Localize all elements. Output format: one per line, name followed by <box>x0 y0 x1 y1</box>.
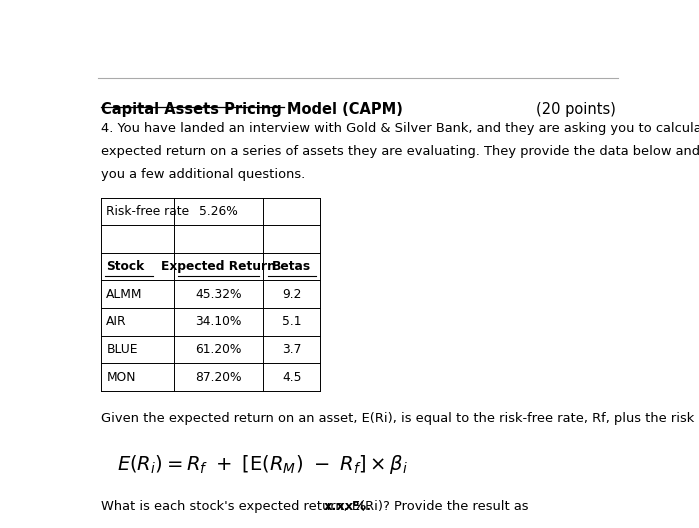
Text: Stock: Stock <box>106 260 145 273</box>
Text: AIR: AIR <box>106 315 127 328</box>
Text: MON: MON <box>106 371 136 384</box>
Text: expected return on a series of assets they are evaluating. They provide the data: expected return on a series of assets th… <box>101 145 699 158</box>
Text: x.xx%.: x.xx%. <box>324 499 373 513</box>
Text: 9.2: 9.2 <box>282 288 301 301</box>
Text: 5.26%: 5.26% <box>199 205 238 218</box>
Text: 3.7: 3.7 <box>282 343 301 356</box>
Text: 4.5: 4.5 <box>282 371 302 384</box>
Text: Betas: Betas <box>273 260 312 273</box>
Text: BLUE: BLUE <box>106 343 138 356</box>
Text: (20 points): (20 points) <box>535 102 616 117</box>
Text: 45.32%: 45.32% <box>196 288 242 301</box>
Text: Capital Assets Pricing Model (CAPM): Capital Assets Pricing Model (CAPM) <box>101 102 403 117</box>
Text: Expected Return: Expected Return <box>161 260 276 273</box>
Text: Risk-free rate: Risk-free rate <box>106 205 189 218</box>
Text: Given the expected return on an asset, E(Ri), is equal to the risk-free rate, Rf: Given the expected return on an asset, E… <box>101 412 699 425</box>
Text: 4. You have landed an interview with Gold & Silver Bank, and they are asking you: 4. You have landed an interview with Gol… <box>101 122 699 135</box>
Text: 34.10%: 34.10% <box>196 315 242 328</box>
Text: ALMM: ALMM <box>106 288 143 301</box>
Text: What is each stock's expected return, E(Ri)? Provide the result as: What is each stock's expected return, E(… <box>101 499 533 513</box>
Text: you a few additional questions.: you a few additional questions. <box>101 168 305 181</box>
Text: 61.20%: 61.20% <box>196 343 242 356</box>
Text: 5.1: 5.1 <box>282 315 302 328</box>
Text: 87.20%: 87.20% <box>196 371 242 384</box>
Text: $E(R_i) = R_f \ + \ [\mathrm{E}(R_M) \ - \ R_f] \times \beta_i$: $E(R_i) = R_f \ + \ [\mathrm{E}(R_M) \ -… <box>117 453 408 476</box>
